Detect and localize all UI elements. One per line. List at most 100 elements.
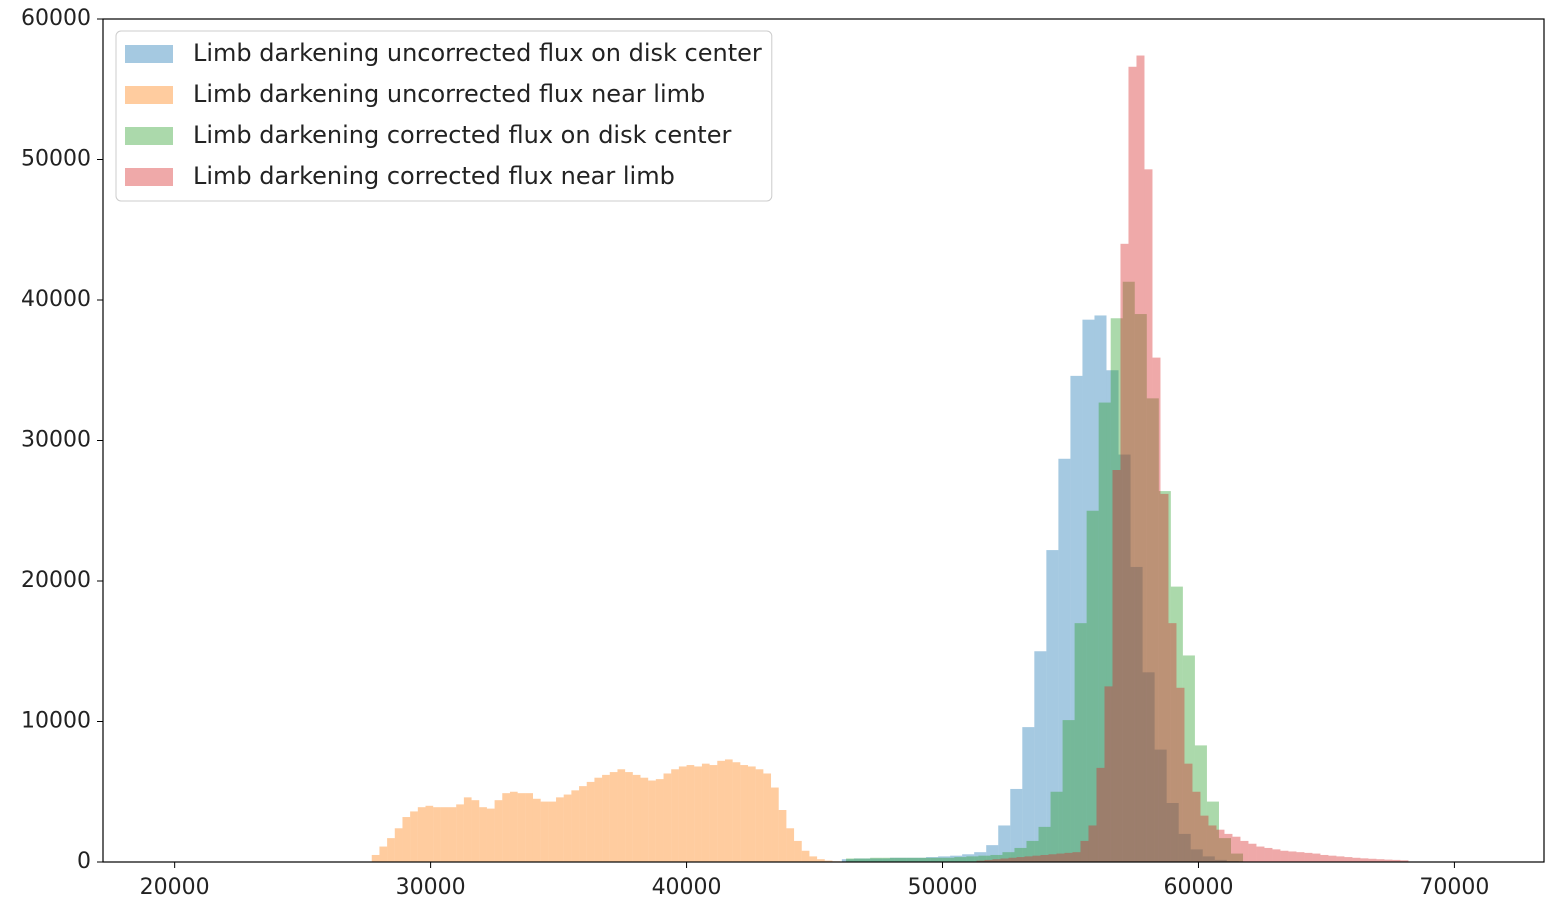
x-tick-label: 40000 bbox=[652, 875, 722, 900]
histogram-bar bbox=[402, 817, 410, 862]
y-tick-label: 30000 bbox=[21, 428, 91, 453]
histogram-bar bbox=[1304, 853, 1312, 862]
histogram-bar bbox=[1216, 830, 1224, 862]
histogram-bar bbox=[594, 778, 602, 862]
histogram-bar bbox=[587, 782, 595, 862]
histogram-bar bbox=[694, 766, 702, 862]
histogram-bar bbox=[1296, 852, 1304, 862]
histogram-bar bbox=[1051, 792, 1063, 862]
histogram-bar bbox=[1200, 816, 1208, 862]
histogram-bar bbox=[579, 786, 587, 862]
histogram-bar bbox=[882, 858, 894, 862]
histogram-bar bbox=[1352, 858, 1360, 862]
histogram-bar bbox=[1144, 169, 1152, 862]
y-tick-label: 0 bbox=[77, 849, 91, 874]
histogram-bar bbox=[1232, 837, 1240, 862]
histogram-bar bbox=[1048, 854, 1056, 862]
histogram-bar bbox=[387, 838, 395, 862]
y-tick-label: 50000 bbox=[21, 147, 91, 172]
histogram-bar bbox=[1072, 852, 1080, 862]
histogram-bar bbox=[1224, 834, 1232, 862]
histogram-bar bbox=[648, 781, 656, 862]
histogram-bar bbox=[1120, 244, 1128, 862]
histogram-bar bbox=[456, 804, 464, 862]
histogram-bar bbox=[1032, 856, 1040, 862]
histogram-bar bbox=[433, 807, 441, 862]
y-tick-label: 40000 bbox=[21, 287, 91, 312]
histogram-bar bbox=[679, 766, 687, 862]
histogram-bar bbox=[1152, 358, 1160, 862]
y-tick-label: 10000 bbox=[21, 709, 91, 734]
histogram-bar bbox=[710, 765, 718, 862]
histogram-bar bbox=[564, 795, 572, 862]
histogram-bar bbox=[906, 858, 918, 862]
legend-swatch bbox=[125, 86, 173, 104]
histogram-bar bbox=[1096, 768, 1104, 862]
histogram-bar bbox=[1328, 856, 1336, 862]
x-tick-label: 60000 bbox=[1163, 875, 1233, 900]
histogram-bar bbox=[771, 788, 779, 862]
histogram-bar bbox=[1208, 825, 1216, 862]
histogram-bar bbox=[725, 759, 733, 862]
histogram-bar bbox=[502, 793, 510, 862]
histogram-bar bbox=[510, 792, 518, 862]
histogram-bar bbox=[372, 855, 380, 862]
y-tick-label: 20000 bbox=[21, 568, 91, 593]
histogram-bar bbox=[1312, 854, 1320, 862]
histogram-bar bbox=[625, 772, 633, 862]
histogram-bar bbox=[1104, 686, 1112, 862]
histogram-bar bbox=[464, 797, 472, 862]
histogram-bar bbox=[418, 807, 426, 862]
histogram-bar bbox=[656, 779, 664, 862]
histogram-bar bbox=[786, 828, 794, 862]
histogram-bar bbox=[617, 769, 625, 862]
histogram-bar bbox=[571, 790, 579, 862]
histogram-bar bbox=[425, 806, 433, 862]
histogram-bar bbox=[633, 775, 641, 862]
histogram-bar bbox=[610, 772, 618, 862]
histogram-bar bbox=[1024, 856, 1032, 862]
histogram-bar bbox=[1240, 841, 1248, 862]
histogram-bar bbox=[1336, 856, 1344, 862]
histogram-bar bbox=[518, 793, 526, 862]
legend-label: Limb darkening uncorrected flux near lim… bbox=[193, 80, 705, 108]
histogram-bar bbox=[794, 841, 802, 862]
histogram-bar bbox=[802, 851, 810, 862]
histogram-bar bbox=[1088, 825, 1096, 862]
histogram-bar bbox=[894, 858, 906, 862]
histogram-bar bbox=[1136, 56, 1144, 862]
histogram-bar bbox=[942, 858, 954, 862]
histogram-bar bbox=[809, 856, 817, 862]
histogram-bar bbox=[733, 762, 741, 862]
histogram-bar bbox=[756, 769, 764, 862]
y-tick-label: 60000 bbox=[21, 6, 91, 31]
histogram-bar bbox=[740, 765, 748, 862]
histogram-bar bbox=[1009, 858, 1017, 862]
legend-label: Limb darkening corrected flux on disk ce… bbox=[193, 121, 731, 149]
histogram-bar bbox=[1280, 851, 1288, 862]
histogram-bar bbox=[1344, 857, 1352, 862]
histogram-bar bbox=[918, 858, 930, 862]
histogram-bar bbox=[1064, 853, 1072, 862]
histogram-bar bbox=[671, 769, 679, 862]
histogram-bar bbox=[1016, 857, 1024, 862]
histogram-bar bbox=[441, 807, 449, 862]
histogram-bar bbox=[602, 775, 610, 862]
histogram-bar bbox=[1112, 470, 1120, 862]
histogram-bar bbox=[717, 761, 725, 862]
histogram-bar bbox=[1256, 847, 1264, 862]
histogram-bar bbox=[1075, 623, 1087, 862]
legend-label: Limb darkening corrected flux near limb bbox=[193, 162, 675, 190]
histogram-bar bbox=[1248, 844, 1256, 862]
histogram-bar bbox=[1056, 854, 1064, 862]
histogram-bar bbox=[379, 847, 387, 862]
histogram-bar bbox=[1160, 494, 1168, 862]
histogram-bar bbox=[487, 809, 495, 862]
legend-swatch bbox=[125, 127, 173, 145]
histogram-bar bbox=[1320, 855, 1328, 862]
histogram-bar bbox=[410, 811, 418, 862]
histogram-bar bbox=[525, 793, 533, 862]
histogram-bar bbox=[748, 766, 756, 862]
histogram-bar bbox=[1128, 67, 1136, 862]
